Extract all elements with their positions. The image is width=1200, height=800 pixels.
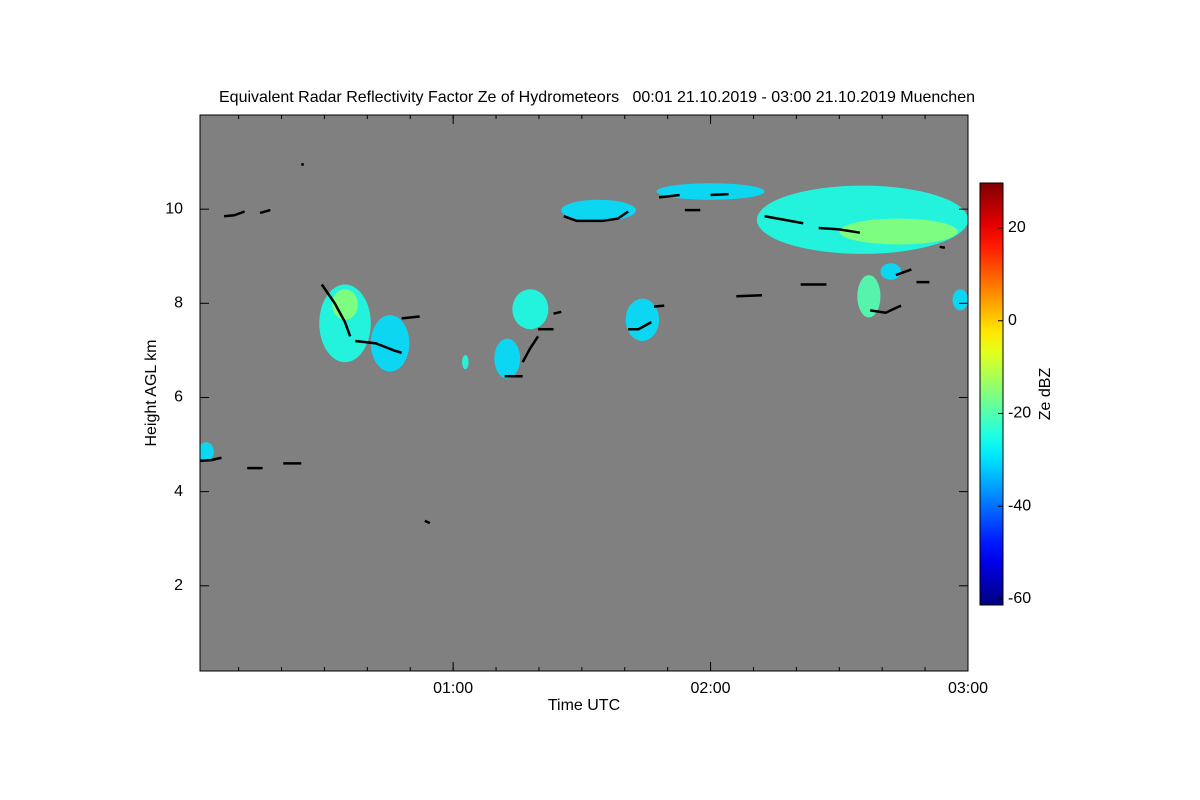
- echo: [512, 289, 549, 330]
- echoes: [200, 163, 968, 525]
- echo: [200, 442, 214, 462]
- cloud-base: [628, 321, 652, 331]
- y-tick-label: 4: [174, 483, 183, 500]
- x-tick-label: 02:00: [691, 680, 731, 697]
- colorbar-label: Ze dBZ: [1037, 368, 1054, 421]
- echo: [370, 315, 410, 372]
- plot-frame: [199, 114, 969, 672]
- cloud-base: [736, 294, 763, 298]
- echo: [839, 218, 958, 245]
- cloud-base: [764, 214, 804, 225]
- cloud-base: [401, 315, 420, 320]
- echo: [462, 355, 469, 370]
- echo: [625, 298, 660, 341]
- echo: [561, 199, 636, 221]
- cloud-base: [424, 519, 431, 525]
- cloud-base: [223, 210, 246, 218]
- chart-title: Equivalent Radar Reflectivity Factor Ze …: [219, 89, 975, 106]
- colorbar-tick-label: 0: [1008, 312, 1017, 329]
- colorbar-tick-label: -20: [1008, 405, 1031, 422]
- echo: [952, 289, 968, 311]
- cloud-base: [563, 210, 629, 223]
- y-tick-label: 10: [165, 200, 183, 217]
- cloud-base: [355, 339, 403, 354]
- cloud-base: [521, 335, 540, 363]
- colorbar-tick-label: -60: [1008, 590, 1031, 607]
- y-tick-label: 8: [174, 295, 183, 312]
- cloud-base: [658, 193, 680, 199]
- echo: [880, 263, 902, 280]
- cloud-base: [259, 208, 271, 215]
- cloud-base: [818, 226, 861, 234]
- colorbar: [979, 182, 1004, 606]
- cloud-base: [939, 245, 946, 249]
- colorbar-tick-label: 20: [1008, 219, 1026, 236]
- y-axis-label: Height AGL km: [143, 339, 160, 446]
- echo: [857, 275, 881, 318]
- x-tick-label: 01:00: [433, 680, 473, 697]
- x-tick-label: 03:00: [948, 680, 988, 697]
- cloud-base: [653, 304, 665, 308]
- cloud-base: [553, 310, 562, 315]
- cloud-base: [895, 268, 912, 277]
- cloud-base: [320, 283, 352, 337]
- cloud-base: [200, 456, 222, 463]
- cloud-base: [869, 304, 902, 315]
- cloud-base: [710, 192, 729, 197]
- echo: [494, 338, 521, 379]
- y-tick-label: 2: [174, 577, 183, 594]
- echo: [656, 183, 765, 200]
- y-tick-label: 6: [174, 389, 183, 406]
- x-axis-label: Time UTC: [548, 697, 620, 714]
- colorbar-tick-label: -40: [1008, 497, 1031, 514]
